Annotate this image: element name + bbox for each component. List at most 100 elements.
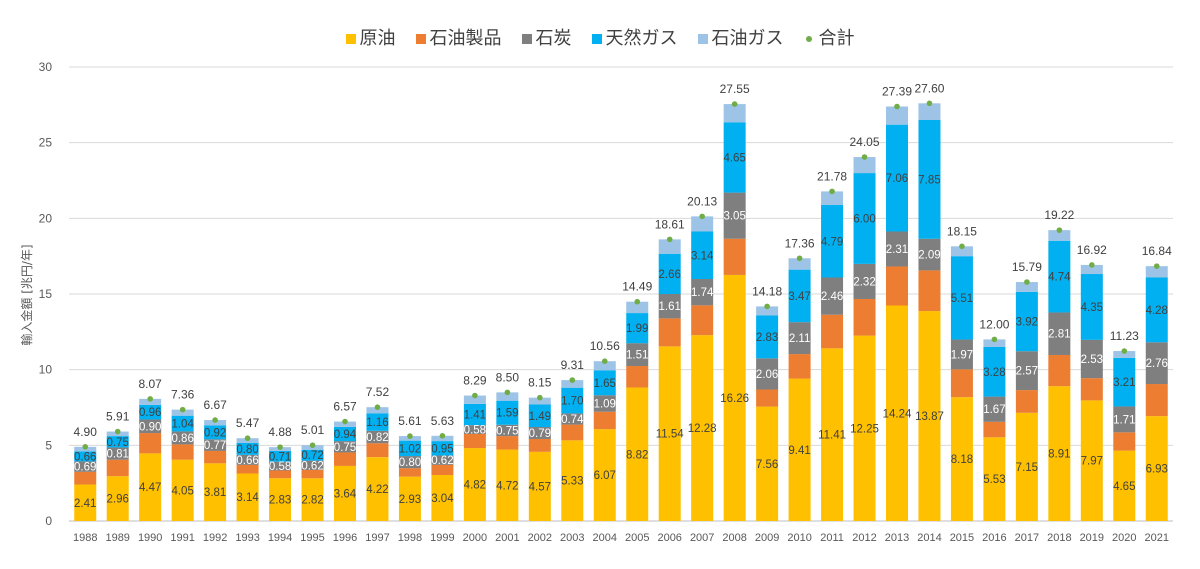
bar-lpg-2010 [788,258,811,270]
label-natural-gas-2003: 1.70 [561,396,583,408]
total-label-1989: 5.91 [106,410,130,424]
y-tick-label: 5 [45,438,52,452]
total-label-2000: 8.29 [463,374,487,388]
bar-lpg-2007 [691,216,714,232]
bar-natural-gas-2020 [1113,357,1136,407]
x-tick-label: 2007 [690,532,714,544]
bar-petroleum-products-2006 [658,318,681,347]
legend-label-total: 合計 [818,28,855,49]
x-tick-label: 1988 [73,532,97,544]
bar-natural-gas-2010 [788,269,811,323]
bar-petroleum-products-2003 [561,424,584,441]
bar-coal-2007 [691,279,714,306]
bar-crude-oil-2000 [463,448,486,521]
bar-crude-oil-2009 [756,406,779,521]
total-marker-2003 [569,377,576,383]
legend-item-coal: 石炭 [521,27,572,51]
total-marker-2007 [699,213,705,220]
x-tick-label: 2018 [1047,532,1071,544]
total-label-1994: 4.88 [268,425,292,439]
bar-petroleum-products-2016 [983,421,1006,438]
x-tick-label: 2014 [917,532,941,544]
bar-coal-1997 [366,430,389,444]
label-crude-oil-1991: 4.05 [171,485,193,497]
bar-petroleum-products-2009 [756,389,779,407]
bar-natural-gas-2017 [1015,291,1038,352]
total-marker-2004 [601,358,608,364]
label-crude-oil-2002: 4.57 [529,481,551,493]
label-coal-1992: 0.77 [204,440,226,452]
total-label-2020: 11.23 [1110,329,1139,343]
total-label-2004: 10.56 [590,339,620,353]
bar-petroleum-products-2005 [626,366,649,388]
bar-crude-oil-2019 [1080,400,1103,521]
bar-natural-gas-1999 [431,441,454,456]
x-tick-label: 2001 [495,532,519,544]
bar-coal-2006 [658,294,681,319]
bar-natural-gas-2011 [821,205,844,278]
bar-lpg-2012 [853,157,876,174]
bar-petroleum-products-2004 [593,411,616,430]
bar-lpg-2005 [626,301,649,314]
label-natural-gas-1989: 0.75 [107,437,129,449]
bar-crude-oil-2010 [788,378,811,521]
bar-coal-2016 [983,396,1006,422]
label-crude-oil-1997: 4.22 [366,484,388,496]
label-crude-oil-2004: 6.07 [594,470,616,482]
total-marker-2018 [1056,227,1063,233]
bar-crude-oil-2013 [886,305,908,521]
label-coal-2019: 2.53 [1081,354,1103,366]
bar-coal-1988 [74,461,97,472]
label-coal-2006: 1.61 [659,301,681,313]
label-natural-gas-2009: 2.83 [756,332,778,344]
bar-petroleum-products-2012 [853,298,876,336]
bar-coal-2018 [1048,312,1071,355]
label-coal-2016: 1.67 [983,404,1005,416]
bar-natural-gas-1990 [139,404,162,420]
total-marker-1998 [407,433,413,439]
label-natural-gas-2010: 3.47 [788,291,810,303]
bar-crude-oil-2020 [1113,450,1136,521]
label-coal-2001: 0.75 [496,425,518,437]
label-coal-1990: 0.90 [139,421,161,433]
bar-lpg-2020 [1113,351,1136,358]
total-marker-2020 [1121,348,1128,354]
label-natural-gas-2019: 4.35 [1081,302,1103,314]
bar-natural-gas-2002 [528,404,551,428]
bar-coal-2014 [918,238,941,271]
bar-crude-oil-1988 [74,484,97,521]
bar-petroleum-products-2002 [528,438,551,452]
label-coal-1991: 0.86 [171,433,193,445]
bar-lpg-2021 [1145,266,1168,278]
data-labels: 2.410.690.662.960.810.754.470.900.964.05… [74,152,1168,509]
legend-label-petroleum-products: 石油製品 [429,28,502,49]
total-marker-2001 [504,389,511,396]
bar-lpg-2001 [496,392,519,401]
total-label-2018: 19.22 [1044,208,1074,222]
bar-natural-gas-2015 [950,256,973,340]
bar-petroleum-products-2019 [1080,378,1103,401]
total-marker-2012 [861,154,868,160]
bar-crude-oil-1999 [431,474,454,521]
legend-dot-total [805,36,812,42]
label-coal-2004: 1.09 [594,398,616,410]
bar-crude-oil-2014 [918,311,941,521]
bar-crude-oil-2003 [561,440,584,521]
bar-crude-oil-2002 [528,451,551,521]
bar-crude-oil-1994 [269,478,292,521]
bar-lpg-1997 [366,407,389,414]
label-natural-gas-1998: 1.02 [399,443,421,455]
total-marker-2015 [959,243,965,250]
label-crude-oil-2010: 9.41 [788,445,810,457]
bar-petroleum-products-1988 [74,471,97,485]
bar-coal-2000 [463,425,486,434]
x-tick-label: 2002 [528,532,552,544]
x-tick-label: 2012 [852,532,876,544]
total-label-2011: 21.78 [817,169,847,183]
bar-petroleum-products-1992 [204,450,227,464]
x-tick-label: 2020 [1112,532,1136,544]
x-tick-label: 1991 [170,532,194,544]
bar-crude-oil-1996 [334,465,356,521]
x-tick-label: 1989 [105,532,129,544]
x-tick-label: 2017 [1015,532,1039,544]
